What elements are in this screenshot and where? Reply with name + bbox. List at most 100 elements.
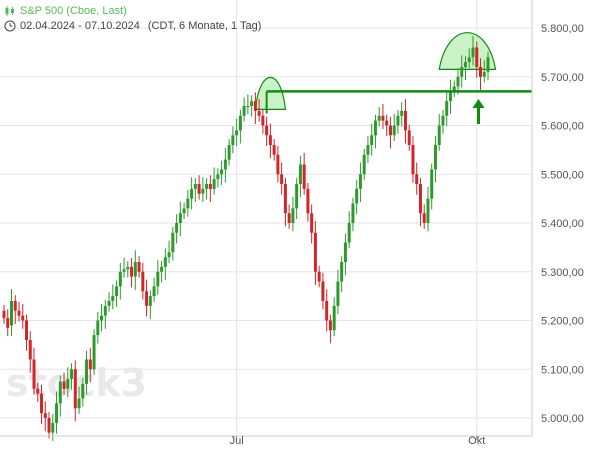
candle-body: [295, 184, 299, 209]
candle-body: [47, 418, 51, 433]
candle-body: [437, 125, 441, 145]
candle-body: [36, 388, 40, 394]
candle-body: [21, 315, 25, 321]
candle-body: [137, 262, 141, 272]
candle-body: [73, 369, 77, 409]
candle-body: [223, 159, 227, 170]
candle-body: [355, 188, 359, 204]
candle-body: [122, 269, 126, 272]
candle-body: [298, 164, 302, 184]
candle-body: [306, 188, 310, 214]
candle-body: [96, 320, 100, 336]
candle-body: [415, 174, 419, 184]
candle-body: [55, 403, 59, 423]
candle-body: [448, 91, 452, 102]
candle-body: [167, 252, 171, 258]
candle-body: [201, 188, 205, 194]
candle-body: [190, 188, 194, 199]
candle-body: [377, 115, 381, 121]
candle-body: [77, 398, 81, 409]
candle-body: [253, 101, 257, 111]
candle-body: [433, 145, 437, 170]
chart-meta: (CDT, 6 Monate, 1 Tag): [147, 19, 262, 32]
candle-body: [336, 281, 340, 306]
candle-body: [452, 86, 456, 92]
y-tick-label: 5.800,00: [541, 23, 584, 35]
candle-body: [92, 335, 96, 370]
candle-body: [287, 213, 291, 223]
highlight-arc: [254, 77, 287, 110]
candle-body: [152, 286, 156, 297]
resistance-line: [265, 90, 532, 114]
candle-body: [126, 266, 130, 270]
candle-body: [242, 106, 246, 116]
up-arrow-icon: [472, 99, 485, 124]
clock-icon: [4, 20, 16, 31]
candle-body: [216, 174, 220, 180]
chart-title: S&P 500 (Cboe, Last): [20, 4, 127, 17]
candle-body: [471, 47, 475, 58]
candle-body: [403, 110, 407, 131]
candle-body: [392, 125, 396, 136]
candle-body: [467, 57, 471, 63]
candle-body: [396, 115, 400, 126]
chart-header: S&P 500 (Cboe, Last) 02.04.2024 - 07.10.…: [4, 3, 261, 33]
candle-body: [302, 164, 306, 189]
x-tick-label: Jul: [230, 435, 244, 447]
candle-body: [362, 154, 366, 175]
candle-body: [411, 145, 415, 175]
candle-body: [171, 232, 175, 253]
candle-body: [107, 301, 111, 306]
candle-body: [156, 271, 160, 287]
candle-body: [111, 296, 115, 301]
candle-body: [313, 232, 317, 272]
candle-body: [478, 67, 482, 77]
highlight-arc: [438, 32, 497, 70]
y-tick-label: 5.200,00: [541, 316, 584, 328]
candle-body: [325, 301, 329, 321]
candle-body: [441, 115, 445, 126]
candle-body: [276, 154, 280, 175]
candle-body: [351, 203, 355, 223]
candle-body: [208, 184, 212, 189]
candle-body: [250, 101, 254, 106]
candle-body: [6, 318, 10, 328]
candle-body: [400, 110, 404, 116]
y-axis: 5.000,00 5.100,00 5.200,00 5.300,00 5.400,00…: [0, 0, 584, 437]
y-tick-label: 5.100,00: [541, 364, 584, 376]
x-tick-label: Okt: [468, 435, 485, 447]
candle-body: [332, 305, 336, 331]
candle-body: [148, 296, 152, 306]
candle-body: [430, 169, 434, 199]
candle-body: [475, 47, 479, 67]
candles: [2, 35, 490, 441]
candle-body: [422, 213, 426, 223]
candle-body: [51, 422, 55, 433]
candle-body: [261, 115, 265, 126]
candle-body: [381, 115, 385, 121]
candle-body: [25, 320, 29, 340]
candle-body: [366, 145, 370, 155]
candle-body: [388, 125, 392, 136]
candle-body: [310, 213, 314, 233]
candle-body: [220, 169, 224, 175]
candle-body: [70, 369, 74, 379]
candle-body: [370, 135, 374, 145]
candle-body: [358, 174, 362, 189]
highlight-arcs: [254, 32, 497, 110]
candle-body: [32, 359, 36, 389]
candle-body: [257, 110, 261, 116]
candle-body: [182, 208, 186, 214]
y-tick-label: 5.600,00: [541, 121, 584, 133]
candle-body: [2, 310, 6, 319]
candle-body: [40, 393, 44, 414]
candlestick-icon: [5, 5, 14, 16]
candle-body: [66, 379, 70, 389]
x-axis: Jul Okt: [230, 435, 486, 447]
arrow-head: [472, 99, 485, 108]
candle-body: [13, 301, 17, 311]
candle-body: [482, 71, 486, 77]
candle-body: [317, 271, 321, 282]
candle-body: [373, 120, 377, 136]
